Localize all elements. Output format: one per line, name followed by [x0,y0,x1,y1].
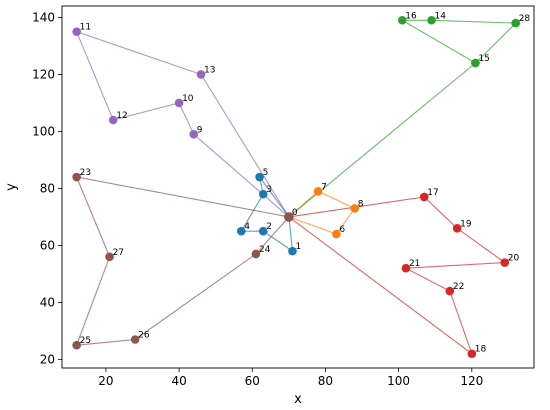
point-label-19: 19 [460,219,472,229]
point-6 [332,229,341,239]
y-tick-label: 80 [40,181,55,195]
point-label-7: 7 [321,182,327,192]
point-label-16: 16 [405,11,417,21]
y-tick-label: 100 [32,124,55,138]
point-10 [174,98,184,108]
point-label-14: 14 [435,11,447,21]
point-9 [189,129,199,139]
point-22 [445,286,455,296]
point-12 [108,115,118,125]
route-line-5 [75,30,290,218]
point-8 [350,204,360,213]
point-label-27: 27 [113,248,124,258]
point-label-6: 6 [339,225,345,235]
point-19 [452,224,462,233]
point-label-1: 1 [296,242,302,252]
point-25 [72,340,81,350]
x-tick-label: 60 [245,374,260,388]
point-23 [72,172,81,182]
x-tick-label: 20 [98,374,113,388]
point-3 [258,189,268,199]
point-label-28: 28 [519,14,531,24]
depot-label: 0 [292,208,298,218]
point-17 [419,192,429,202]
point-label-4: 4 [244,222,250,232]
point-14 [427,15,436,25]
point-13 [196,70,206,79]
point-label-3: 3 [266,185,272,195]
y-axis-label: y [4,183,19,191]
y-tick-label: 60 [40,238,55,252]
x-axis-label: x [294,392,302,407]
point-label-24: 24 [259,245,271,255]
point-11 [72,27,81,36]
point-4 [236,226,246,236]
x-tick-label: 100 [387,374,410,388]
x-tick-label: 120 [460,374,483,388]
point-label-8: 8 [358,199,364,209]
point-20 [500,258,510,267]
point-7 [313,186,323,196]
point-16 [397,15,407,25]
point-label-26: 26 [138,330,150,340]
point-label-23: 23 [80,168,91,178]
route-line-6 [75,176,290,346]
point-label-2: 2 [266,222,272,232]
point-27 [105,252,114,262]
point-label-22: 22 [453,282,464,292]
y-axis-ticks: 20 40 60 80 100 120 140 [32,10,62,366]
point-label-15: 15 [478,54,489,64]
depot-point [284,212,294,222]
point-21 [401,263,411,273]
y-tick-label: 20 [40,352,55,366]
point-5 [255,172,264,182]
point-label-20: 20 [508,254,520,264]
point-label-9: 9 [197,125,203,135]
y-tick-label: 120 [32,67,55,81]
point-label-13: 13 [204,65,215,75]
plot-frame [61,5,535,369]
point-label-5: 5 [263,168,269,178]
route-line-4 [288,196,507,356]
point-24 [251,249,261,259]
point-label-11: 11 [80,23,91,33]
point-26 [130,335,140,344]
point-label-10: 10 [182,94,194,104]
point-1 [288,246,297,256]
y-tick-label: 40 [40,295,55,309]
point-2 [258,226,268,236]
route-lines [75,19,517,356]
point-label-18: 18 [475,345,487,355]
point-labels: 0123456789101112131415161718192021222324… [80,11,531,354]
x-tick-label: 40 [171,374,186,388]
point-label-17: 17 [427,188,438,198]
point-label-12: 12 [116,111,127,121]
point-28 [511,18,521,28]
x-tick-label: 80 [318,374,333,388]
point-label-21: 21 [409,259,420,269]
x-axis-ticks: 20 40 60 80 100 120 [98,368,483,388]
point-15 [471,58,480,68]
y-tick-label: 140 [32,10,55,24]
point-18 [467,349,477,359]
point-label-25: 25 [80,336,91,346]
route-points [72,15,521,359]
